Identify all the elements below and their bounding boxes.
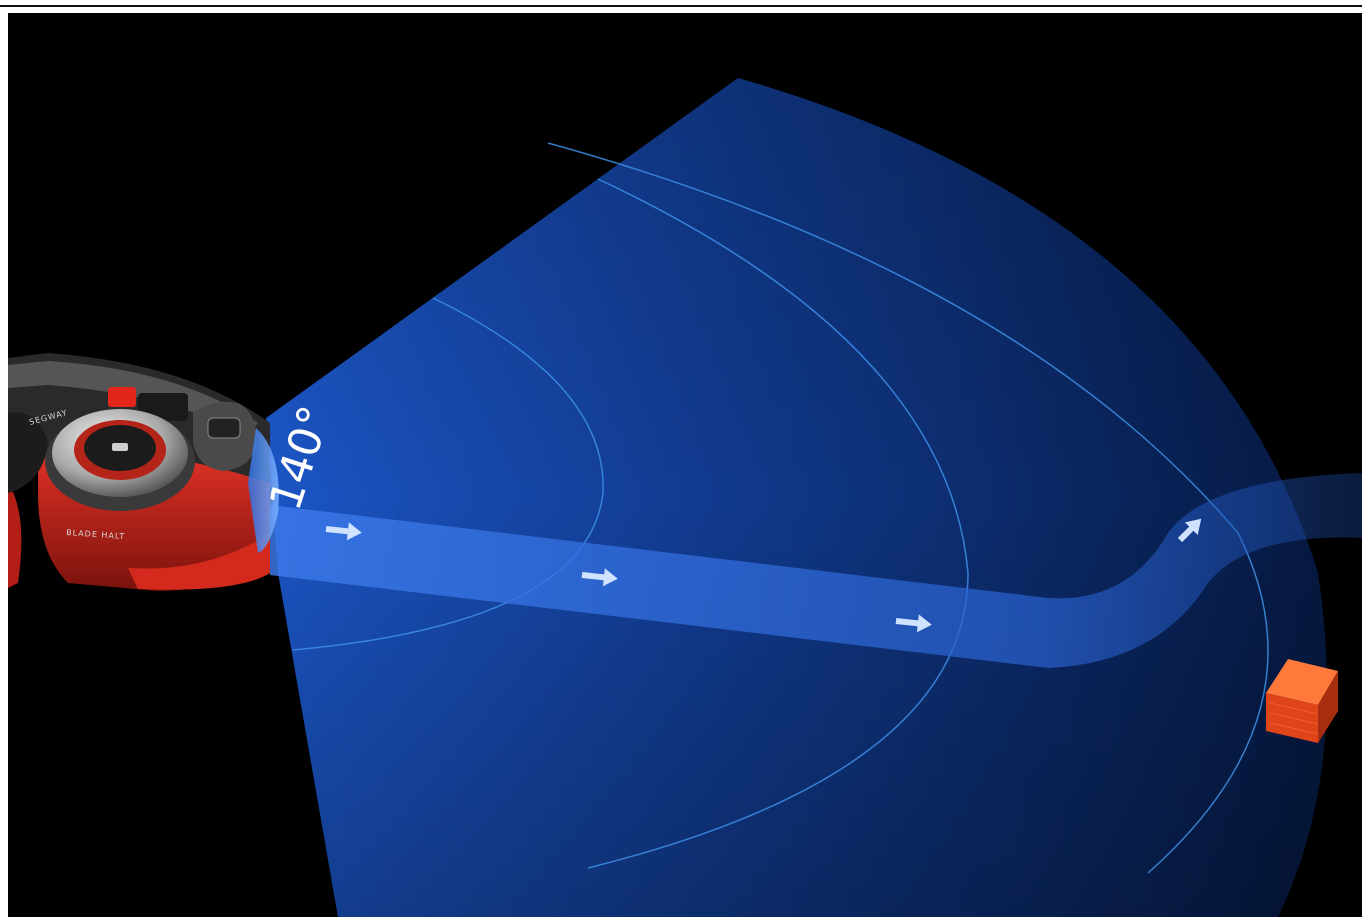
- arrow-right-icon: [325, 522, 362, 541]
- obstacle-box-icon: [1266, 659, 1338, 743]
- distance-ring-middle: [587, 178, 969, 869]
- mower-vision-scene: SEGWAY BLADE HALT 140°: [8, 13, 1362, 917]
- arrow-up-right-icon: [1177, 518, 1202, 543]
- mower-model-text: BLADE HALT: [66, 528, 126, 541]
- top-divider: [0, 5, 1362, 7]
- distance-rings: [292, 142, 1269, 874]
- distance-ring-outer: [547, 142, 1269, 874]
- sensor-field: [266, 78, 1327, 917]
- scene-svg: SEGWAY BLADE HALT 140°: [8, 78, 1362, 917]
- distance-ring-inner: [292, 297, 604, 651]
- arrow-right-icon: [581, 568, 618, 587]
- direction-arrows: [325, 518, 1202, 633]
- robot-mower: SEGWAY BLADE HALT: [8, 353, 279, 591]
- emergency-stop-button-graphic: [108, 387, 136, 407]
- navigation-path: [270, 473, 1362, 668]
- arrow-right-icon: [895, 614, 932, 633]
